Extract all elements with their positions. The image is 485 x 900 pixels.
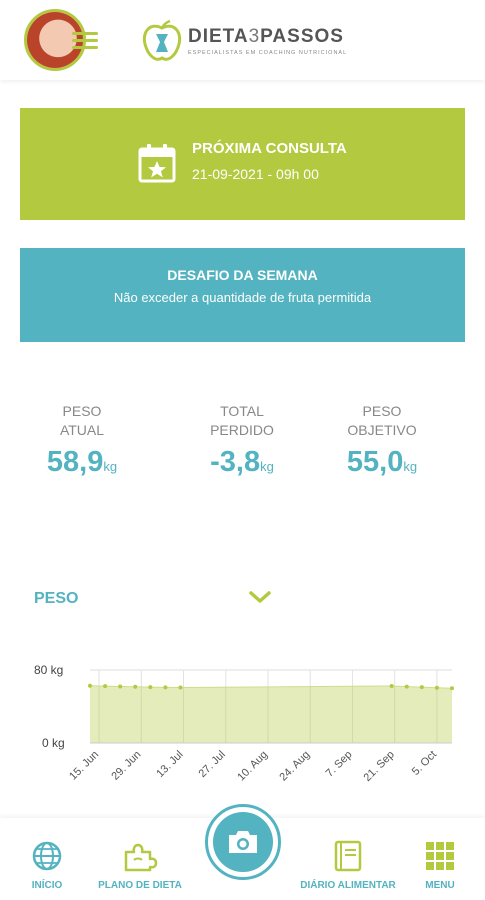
stat-label-line1: TOTAL: [220, 403, 264, 419]
x-tick-label: 29. Jun: [109, 749, 143, 783]
stat-label-line1: PESO: [62, 403, 102, 419]
app-header: DIETA3PASSOS ESPECIALISTAS EM COACHING N…: [0, 0, 485, 80]
nav-food-diary[interactable]: DIÁRIO ALIMENTAR: [296, 840, 400, 891]
nav-home[interactable]: INÍCIO: [26, 840, 68, 891]
next-appointment-card[interactable]: PRÓXIMA CONSULTA 21-09-2021 - 09h 00: [20, 108, 465, 220]
series-line: [89, 685, 453, 689]
x-tick-label: 15. Jun: [67, 749, 101, 783]
challenge-title: DESAFIO DA SEMANA: [167, 267, 318, 283]
calendar-icon: [138, 144, 176, 183]
stat-label-line2: OBJETIVO: [347, 422, 417, 438]
data-point: [404, 684, 409, 689]
x-tick-label: 10. Aug: [235, 749, 270, 784]
puzzle-icon: [124, 843, 158, 872]
apple-logo-icon: [142, 20, 182, 61]
profile-menu-icon[interactable]: [72, 28, 98, 52]
stat-value: 55,0kg: [346, 446, 418, 478]
data-point: [88, 683, 92, 688]
stat-target-weight: PESO OBJETIVO 55,0kg: [312, 402, 452, 479]
nav-menu-label: MENU: [425, 880, 455, 891]
camera-icon: [229, 831, 257, 853]
stat-value: -3,8kg: [210, 446, 274, 478]
nav-diet-plan[interactable]: PLANO DE DIETA: [92, 840, 188, 891]
x-tick-label: 24. Aug: [277, 749, 312, 784]
book-icon: [334, 840, 362, 872]
nav-menu[interactable]: MENU: [420, 840, 460, 891]
stat-current-weight: PESO ATUAL 58,9kg: [12, 402, 152, 479]
data-point: [178, 685, 183, 690]
data-point: [118, 684, 123, 689]
data-point: [419, 685, 424, 690]
nav-diet-plan-label: PLANO DE DIETA: [98, 880, 182, 891]
y-tick-label: 80 kg: [34, 663, 63, 677]
data-point: [148, 685, 153, 690]
data-point: [450, 686, 454, 691]
brand-logo: DIETA3PASSOS ESPECIALISTAS EM COACHING N…: [142, 20, 347, 62]
x-tick-label: 5. Oct: [410, 749, 439, 778]
stat-label-line2: ATUAL: [59, 422, 105, 438]
x-tick-label: 27. Jul: [196, 749, 227, 780]
x-tick-label: 7. Sep: [324, 749, 355, 780]
y-tick-label: 0 kg: [42, 736, 65, 750]
logo-title: DIETA3PASSOS: [188, 26, 344, 47]
x-tick-label: 13. Jul: [154, 749, 185, 780]
challenge-text: Não exceder a quantidade de fruta permit…: [113, 290, 372, 305]
stat-total-lost: TOTAL PERDIDO -3,8kg: [172, 402, 312, 479]
stat-label-line1: PESO: [362, 403, 402, 419]
chart-metric-label[interactable]: PESO: [34, 590, 79, 607]
data-point: [133, 684, 138, 689]
stat-label-line2: PERDIDO: [210, 422, 274, 438]
stat-value: 58,9kg: [46, 446, 118, 478]
appointment-datetime: 21-09-2021 - 09h 00: [192, 166, 319, 182]
camera-button[interactable]: [205, 804, 281, 880]
globe-icon: [32, 841, 62, 871]
data-point: [389, 683, 394, 688]
weekly-challenge-card[interactable]: DESAFIO DA SEMANA Não exceder a quantida…: [20, 248, 465, 342]
data-point: [103, 684, 108, 689]
series-area: [90, 685, 452, 743]
chevron-down-icon[interactable]: [248, 588, 272, 606]
appointment-title: PRÓXIMA CONSULTA: [192, 140, 347, 157]
nav-home-label: INÍCIO: [31, 880, 63, 891]
data-point: [434, 685, 439, 690]
grid-menu-icon: [426, 842, 454, 870]
nav-food-diary-label: DIÁRIO ALIMENTAR: [300, 880, 396, 891]
logo-subtitle: ESPECIALISTAS EM COACHING NUTRICIONAL: [188, 50, 348, 56]
x-tick-label: 21. Sep: [362, 749, 397, 784]
data-point: [163, 685, 168, 690]
